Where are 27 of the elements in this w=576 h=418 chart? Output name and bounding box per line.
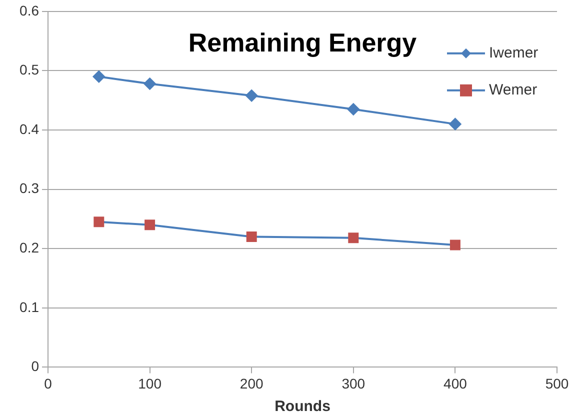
point [348,232,359,244]
point [246,90,258,102]
text: Remaining Energy [188,28,418,58]
point [347,103,360,116]
x-tick-label: 0 [44,375,52,392]
y-tick-label: 0.4 [20,120,40,137]
x-axis-title: Rounds [274,398,330,416]
y-tick-label: 0 [31,358,40,374]
legend-label: Iwemer [489,44,538,62]
legend-label: Wemer [489,82,538,99]
x-tick-label: 500 [545,375,569,392]
y-tick-label: 0.6 [20,2,40,18]
y-tick-label: 0.3 [20,180,40,196]
point [92,70,105,83]
point [94,216,104,228]
point [144,78,156,90]
x-tick-label: 400 [444,375,468,392]
y-tick-label: 0.2 [20,239,40,256]
point [450,240,460,250]
x-tick-label: 100 [138,375,162,392]
x-tick-label: 300 [342,375,366,392]
y-tick-label: 0.5 [20,62,40,78]
y-tick-label: 0.1 [20,298,40,315]
point [144,220,156,230]
point [246,232,257,242]
point [449,118,462,130]
x-tick-label: 200 [240,375,264,392]
